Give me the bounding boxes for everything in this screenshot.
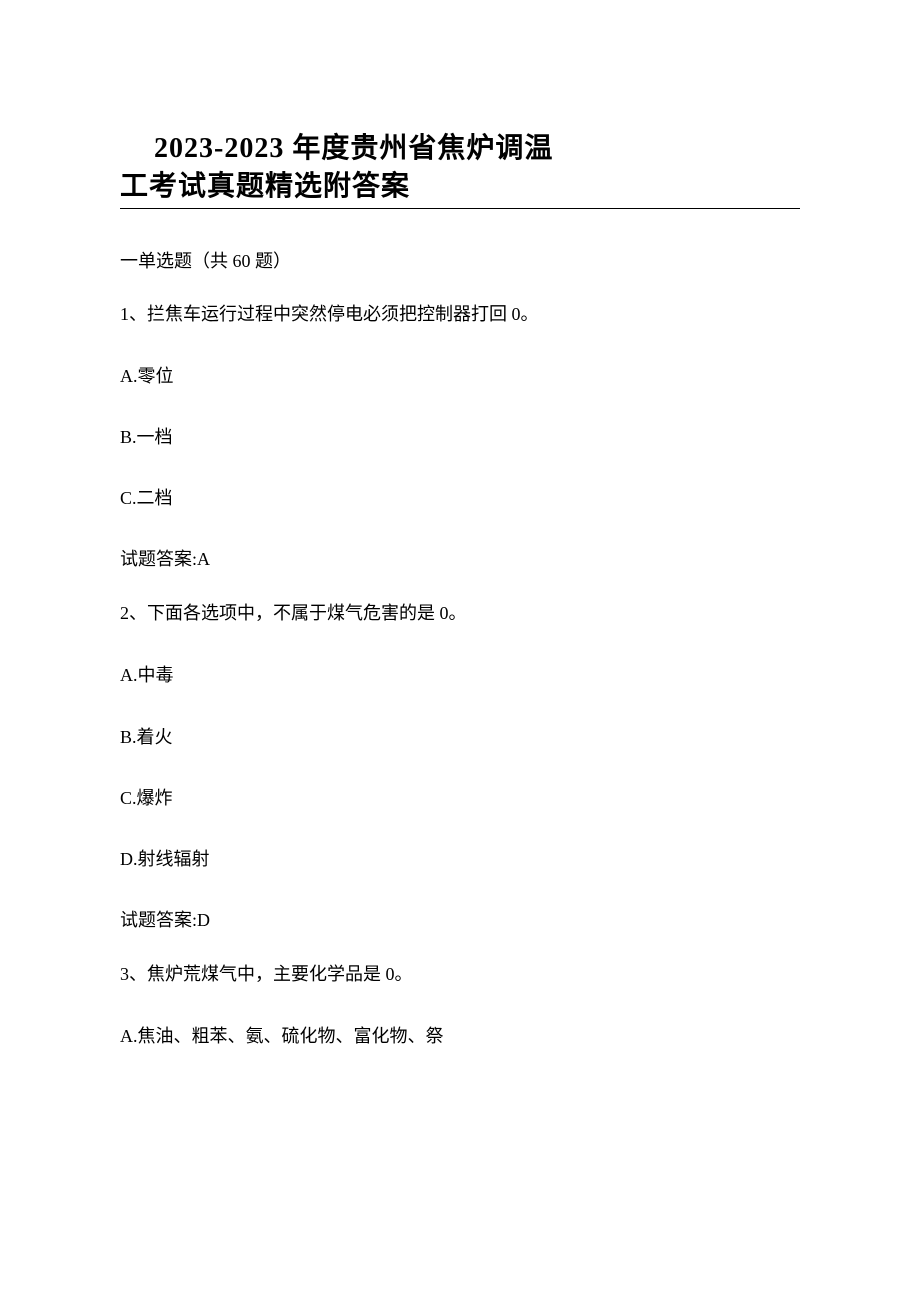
question-3: 3、焦炉荒煤气中，主要化学品是 0。 A.焦油、粗苯、氨、硫化物、富化物、祭 — [120, 961, 800, 1049]
question-2: 2、下面各选项中，不属于煤气危害的是 0。 A.中毒 B.着火 C.爆炸 D.射… — [120, 600, 800, 933]
answer: 试题答案:A — [120, 547, 800, 572]
option-a: A.零位 — [120, 364, 800, 389]
option-c: C.爆炸 — [120, 786, 800, 811]
question-stem: 3、焦炉荒煤气中，主要化学品是 0。 — [120, 961, 800, 988]
option-a: A.焦油、粗苯、氨、硫化物、富化物、祭 — [120, 1024, 800, 1049]
title-line-1: 2023-2023 年度贵州省焦炉调温 — [154, 130, 800, 168]
title-line-2: 工考试真题精选附答案 — [120, 168, 800, 206]
option-b: B.一档 — [120, 425, 800, 450]
option-d: D.射线辐射 — [120, 847, 800, 872]
document-title: 2023-2023 年度贵州省焦炉调温 工考试真题精选附答案 — [120, 130, 800, 209]
answer: 试题答案:D — [120, 908, 800, 933]
question-stem: 2、下面各选项中，不属于煤气危害的是 0。 — [120, 600, 800, 627]
option-a: A.中毒 — [120, 663, 800, 688]
section-header: 一单选题（共 60 题） — [120, 247, 800, 273]
option-b: B.着火 — [120, 725, 800, 750]
question-1: 1、拦焦车运行过程中突然停电必须把控制器打回 0。 A.零位 B.一档 C.二档… — [120, 301, 800, 573]
option-c: C.二档 — [120, 486, 800, 511]
question-stem: 1、拦焦车运行过程中突然停电必须把控制器打回 0。 — [120, 301, 800, 328]
